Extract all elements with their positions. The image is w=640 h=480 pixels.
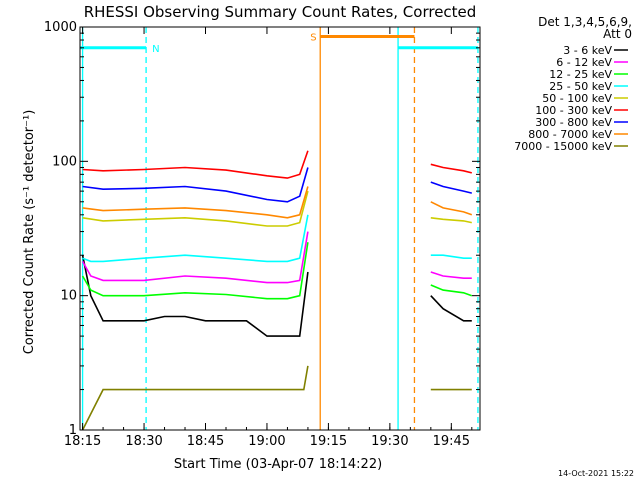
legend-label-0: 3 - 6 keV — [563, 44, 612, 57]
plot-frame — [79, 26, 481, 431]
x-tick-label-4: 19:15 — [310, 434, 347, 449]
flag-label-1: S — [310, 32, 316, 43]
y-axis-label: Corrected Count Rate (s⁻¹ detector⁻¹) — [22, 110, 37, 355]
x-axis-ticks: 18:15 18:30 18:45 19:00 19:15 19:30 19:45 — [64, 27, 473, 449]
x-tick-label-3: 19:00 — [248, 434, 285, 449]
legend-label-2: 12 - 25 keV — [549, 68, 612, 81]
legend-label-6: 300 - 800 keV — [535, 116, 612, 129]
legend-label-1: 6 - 12 keV — [556, 56, 612, 69]
legend-header-line-1: Det 1,3,4,5,6,9, — [538, 15, 632, 29]
x-tick-label-5: 19:30 — [371, 434, 408, 449]
series-line-6-0 — [82, 167, 309, 203]
series-lines — [81, 150, 473, 431]
flag-label-0: N — [152, 44, 159, 55]
series-line-2-0 — [81, 242, 309, 300]
series-line-4-0 — [82, 190, 309, 227]
plot-area: NS 18:15 18:30 18:45 19:00 19:15 19:30 19:45 1… — [44, 20, 481, 449]
legend-header-line-2: Att 0 — [603, 27, 632, 41]
series-line-3-1 — [430, 254, 472, 260]
y-tick-label-0: 1 — [69, 423, 77, 438]
x-tick-label-2: 18:45 — [187, 434, 224, 449]
x-axis-label: Start Time (03-Apr-07 18:14:22) — [174, 457, 382, 472]
y-axis-ticks: 1 10 100 1000 — [44, 20, 480, 438]
x-tick-label-1: 18:30 — [125, 434, 162, 449]
series-line-1-1 — [430, 271, 472, 280]
legend-label-4: 50 - 100 keV — [542, 92, 612, 105]
chart-title: RHESSI Observing Summary Count Rates, Co… — [84, 3, 477, 21]
series-line-2-1 — [430, 284, 473, 297]
legend-label-7: 800 - 7000 keV — [528, 128, 612, 141]
series-line-5-1 — [430, 163, 472, 174]
x-tick-label-6: 19:45 — [433, 434, 470, 449]
legend-label-8: 7000 - 15000 keV — [514, 140, 612, 153]
series-line-7-1 — [430, 201, 473, 216]
interval-flags: NS — [80, 32, 478, 55]
y-tick-label-1: 10 — [60, 289, 77, 304]
legend-label-3: 25 - 50 keV — [549, 80, 612, 93]
y-tick-label-3: 1000 — [44, 20, 77, 35]
series-line-0-0 — [81, 255, 309, 337]
series-line-3-0 — [82, 214, 309, 263]
series-line-0-1 — [430, 295, 472, 322]
series-line-8-0 — [81, 365, 309, 431]
series-line-1-0 — [81, 231, 309, 284]
series-line-5-0 — [82, 150, 309, 179]
series-line-6-1 — [430, 181, 472, 194]
x-tick-label-0: 18:15 — [64, 434, 101, 449]
series-line-7-0 — [82, 186, 309, 219]
footer-date: 14-Oct-2021 15:22 — [558, 469, 634, 478]
series-line-4-1 — [430, 217, 472, 224]
y-tick-label-2: 100 — [52, 154, 77, 169]
vertical-markers — [81, 27, 479, 430]
legend-label-5: 100 - 300 keV — [535, 104, 612, 117]
